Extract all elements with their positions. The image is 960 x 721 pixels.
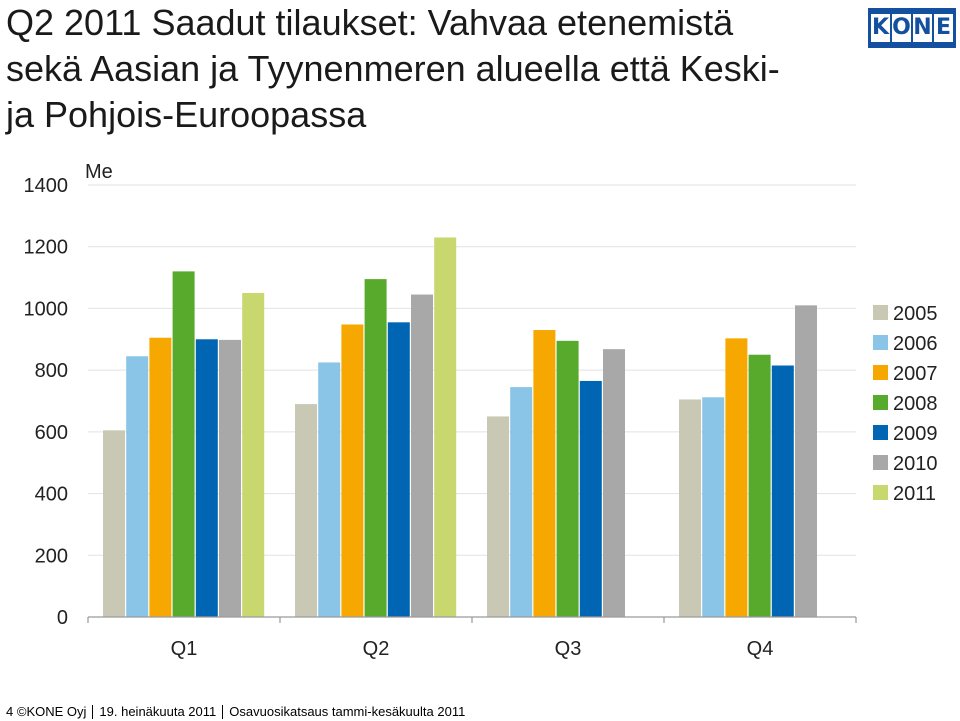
legend-label-2006: 2006 <box>893 333 938 355</box>
y-axis-label: Me <box>85 161 113 183</box>
y-tick-label: 1200 <box>24 237 69 259</box>
legend-swatch-2006 <box>873 335 888 350</box>
bar-2006-Q3 <box>510 387 533 617</box>
bar-2007-Q1 <box>149 337 172 617</box>
legend-swatch-2005 <box>873 305 888 320</box>
bar-2007-Q4 <box>725 338 748 617</box>
y-tick-label: 1000 <box>24 298 69 320</box>
slide-title: Q2 2011 Saadut tilaukset: Vahvaa etenemi… <box>6 2 780 135</box>
bar-2008-Q2 <box>364 279 387 617</box>
legend-swatch-2007 <box>873 365 888 380</box>
logo-letter: N <box>913 14 932 42</box>
bar-2005-Q3 <box>487 416 509 617</box>
y-tick-label: 1400 <box>24 175 69 197</box>
bar-2010-Q2 <box>411 294 433 617</box>
bar-2009-Q1 <box>195 339 218 617</box>
legend-label-2007: 2007 <box>893 363 938 385</box>
logo-letter: K <box>871 14 890 42</box>
bar-2010-Q3 <box>603 349 625 617</box>
legend-swatch-2008 <box>873 395 888 410</box>
bar-2009-Q4 <box>771 365 794 617</box>
y-tick-label: 800 <box>35 360 68 382</box>
footer-divider <box>92 704 94 719</box>
legend-label-2010: 2010 <box>893 453 938 475</box>
bar-2009-Q2 <box>387 322 410 617</box>
bar-2007-Q3 <box>533 330 556 617</box>
logo-letter: O <box>892 14 911 42</box>
legend-label-2009: 2009 <box>893 423 938 445</box>
x-tick-label: Q4 <box>747 638 774 660</box>
bar-2011-Q1 <box>242 293 265 617</box>
x-tick-label: Q2 <box>363 638 390 660</box>
y-tick-label: 600 <box>35 422 68 444</box>
footer-divider <box>222 704 224 719</box>
bar-chart: 0 200 400 600 800 1000 1200 1400 Me Q1 Q2 Q3 Q4 2005 2… <box>24 161 938 660</box>
bar-2006-Q4 <box>702 397 725 617</box>
x-tick-label: Q1 <box>171 638 198 660</box>
bar-2007-Q2 <box>341 324 364 617</box>
bar-2006-Q2 <box>318 362 341 617</box>
bar-2011-Q2 <box>434 237 457 617</box>
bar-2006-Q1 <box>126 356 149 617</box>
legend-label-2011: 2011 <box>893 483 936 505</box>
bar-2010-Q1 <box>219 339 241 617</box>
legend-swatch-2010 <box>873 455 888 470</box>
bar-2008-Q1 <box>172 271 195 617</box>
copyright: ©KONE Oyj <box>16 704 87 719</box>
logo-letter: E <box>934 14 953 42</box>
footer-subject: Osavuosikatsaus tammi-kesäkuulta 2011 <box>229 704 466 719</box>
bar-2005-Q4 <box>679 399 701 617</box>
y-tick-label: 200 <box>35 545 68 567</box>
kone-logo: K O N E <box>868 8 956 48</box>
footer: 4 ©KONE Oyj 19. heinäkuuta 2011 Osavuosi… <box>6 704 465 719</box>
footer-date: 19. heinäkuuta 2011 <box>99 704 217 719</box>
legend-label-2005: 2005 <box>893 303 938 325</box>
legend-swatch-2009 <box>873 425 888 440</box>
bar-2008-Q3 <box>556 340 579 617</box>
y-tick-label: 0 <box>57 607 68 629</box>
bar-2009-Q3 <box>579 380 602 617</box>
legend-label-2008: 2008 <box>893 393 938 415</box>
legend-swatch-2011 <box>873 485 888 500</box>
x-tick-label: Q3 <box>555 638 582 660</box>
y-tick-label: 400 <box>35 484 68 506</box>
bar-2005-Q2 <box>295 404 317 617</box>
bar-2010-Q4 <box>795 305 817 617</box>
bar-2008-Q4 <box>748 354 771 617</box>
bar-2005-Q1 <box>103 430 125 617</box>
page-number: 4 <box>6 704 14 719</box>
